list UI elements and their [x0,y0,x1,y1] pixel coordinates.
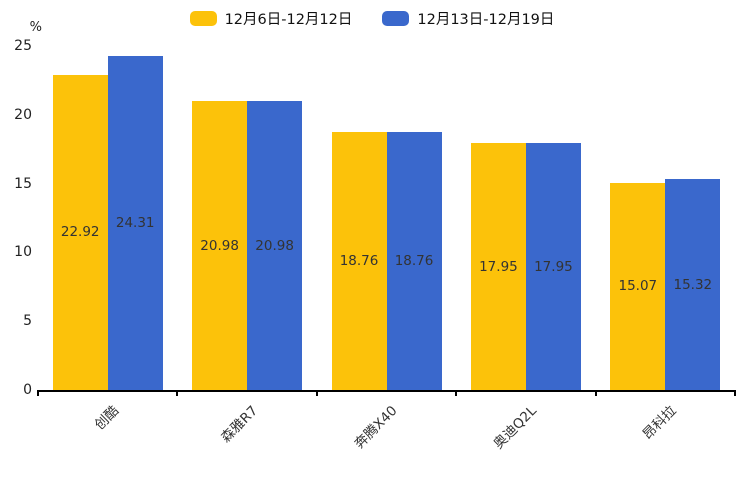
bar: 22.92 [52,74,108,390]
x-axis-tick [37,390,39,396]
legend-item-week1[interactable]: 12月6日-12月12日 [189,8,353,29]
bar: 20.98 [247,101,303,390]
y-axis: 0 5 10 15 20 25 [0,38,32,398]
y-tick-label: 20 [14,106,32,123]
x-axis-tick [176,390,179,396]
legend-label-week1: 12月6日-12月12日 [224,12,353,28]
x-axis-tick [315,390,318,396]
bar: 18.76 [386,131,442,390]
legend-swatch-week1-icon [189,11,217,26]
bar-value-label: 17.95 [479,258,518,275]
y-tick-label: 25 [14,38,32,54]
bar-group: 15.07 15.32 昂科拉 [596,46,735,443]
x-category-label: 创酷 [91,402,122,434]
bar-group: 17.95 17.95 奥迪Q2L [456,46,595,452]
legend-item-week2[interactable]: 12月13日-12月19日 [382,8,554,29]
y-tick-label: 10 [14,244,32,261]
y-tick-label: 0 [23,382,32,398]
bar: 15.07 [610,182,666,390]
x-category-label: 奥迪Q2L [490,402,541,453]
bar: 17.95 [470,143,526,390]
bar-value-label: 20.98 [255,237,294,254]
bar: 20.98 [192,101,248,390]
x-category-label: 昂科拉 [639,402,680,443]
plot-area: 22.92 24.31 创酷 20.98 20.98 森雅R7 18.76 18.76 奔腾X4… [37,46,736,452]
bar-value-label: 22.92 [60,224,100,241]
x-category-label: 奔腾X40 [351,402,401,452]
bar: 17.95 [525,143,581,390]
bar: 18.76 [331,131,387,390]
x-axis-tick [594,390,597,396]
x-axis-tick [455,390,458,396]
legend-label-week2: 12月13日-12月19日 [417,12,555,28]
bar-value-label: 20.98 [200,237,239,254]
bar: 15.32 [665,179,721,390]
bar-value-label: 15.07 [618,278,658,295]
bar-group: 20.98 20.98 森雅R7 [177,46,316,446]
bar-value-label: 18.76 [339,252,379,269]
bar-group: 22.92 24.31 创酷 [38,46,177,433]
x-axis-tick [734,390,736,396]
bar-value-label: 17.95 [534,258,573,275]
bar-value-label: 18.76 [394,252,434,269]
x-category-label: 森雅R7 [218,402,262,446]
y-tick-label: 5 [23,313,32,330]
legend: 12月6日-12月12日 12月13日-12月19日 [0,8,744,29]
bar-value-label: 24.31 [115,214,155,231]
bar: 24.31 [107,55,163,390]
bar-group: 18.76 18.76 奔腾X40 [317,46,456,452]
y-axis-unit-label: % [29,20,42,35]
legend-swatch-week2-icon [382,11,410,26]
y-tick-label: 15 [14,175,32,192]
bar-value-label: 15.32 [673,276,713,293]
